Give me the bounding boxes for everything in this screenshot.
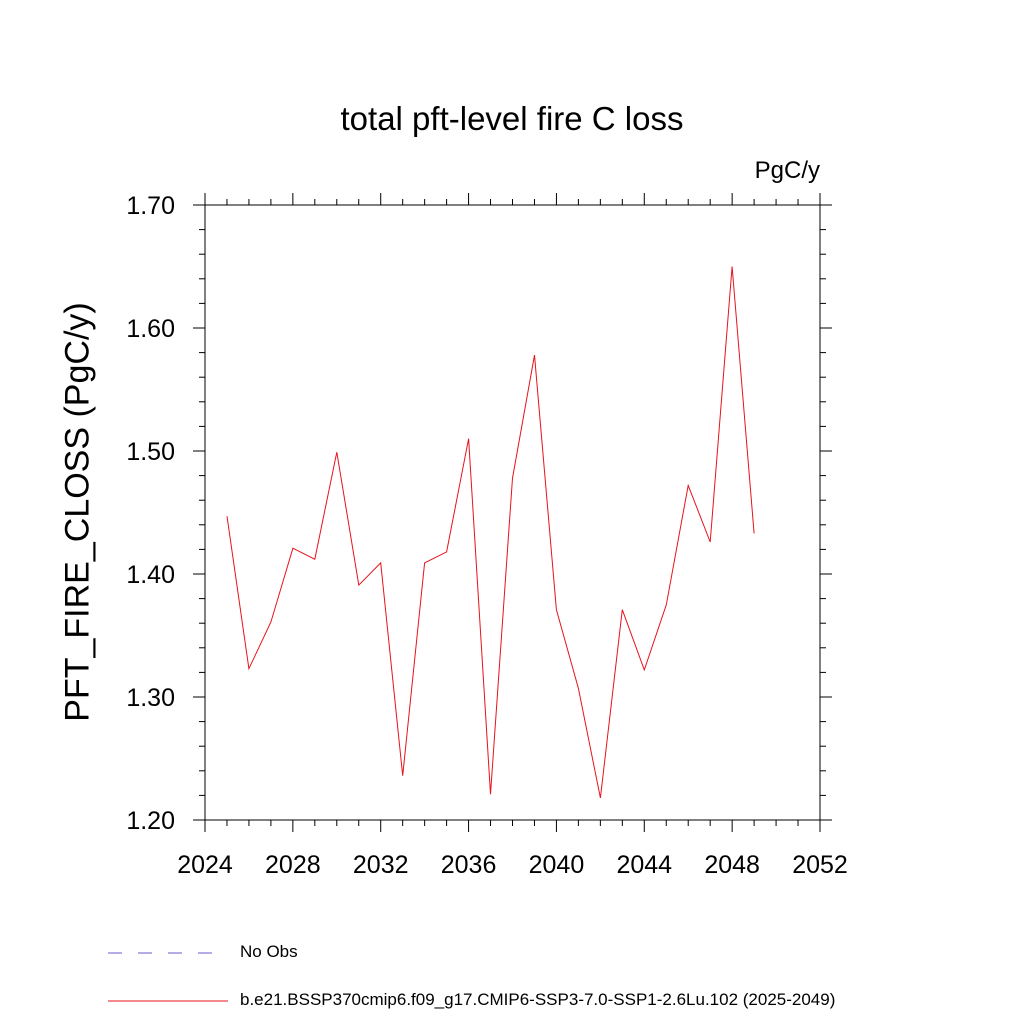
x-tick-label: 2052 bbox=[792, 851, 848, 879]
legend-item-model-run bbox=[108, 989, 233, 1013]
x-tick-label: 2028 bbox=[265, 851, 321, 879]
y-tick-label: 1.60 bbox=[126, 315, 175, 343]
legend-label-no-obs: No Obs bbox=[240, 942, 298, 961]
y-tick-label: 1.20 bbox=[126, 807, 175, 835]
legend-swatch-model-run bbox=[108, 1000, 228, 1002]
series-line bbox=[226, 266, 755, 798]
legend-swatch-no-obs bbox=[108, 952, 216, 954]
axis-ticks: 2024 2028 2032 2036 2040 2044 2048 2052 1.20 1.30… bbox=[126, 192, 847, 879]
legend-item-no-obs bbox=[108, 941, 228, 965]
legend-label-model-run: b.e21.BSSP370cmip6.f09_g17.CMIP6-SSP3-7.… bbox=[240, 990, 836, 1009]
chart-title: total pft-level fire C loss bbox=[340, 100, 684, 137]
y-tick-label: 1.50 bbox=[126, 438, 175, 466]
x-tick-label: 2032 bbox=[353, 851, 409, 879]
x-tick-label: 2048 bbox=[704, 851, 760, 879]
plot-frame bbox=[204, 204, 821, 821]
y-tick-label: 1.30 bbox=[126, 684, 175, 712]
x-tick-label: 2040 bbox=[529, 851, 585, 879]
x-tick-label: 2036 bbox=[441, 851, 497, 879]
y-tick-label: 1.70 bbox=[126, 192, 175, 220]
series-layer bbox=[226, 266, 755, 798]
y-tick-label: 1.40 bbox=[126, 561, 175, 589]
units-label: PgC/y bbox=[754, 157, 820, 184]
x-tick-label: 2024 bbox=[177, 851, 233, 879]
x-tick-label: 2044 bbox=[616, 851, 672, 879]
